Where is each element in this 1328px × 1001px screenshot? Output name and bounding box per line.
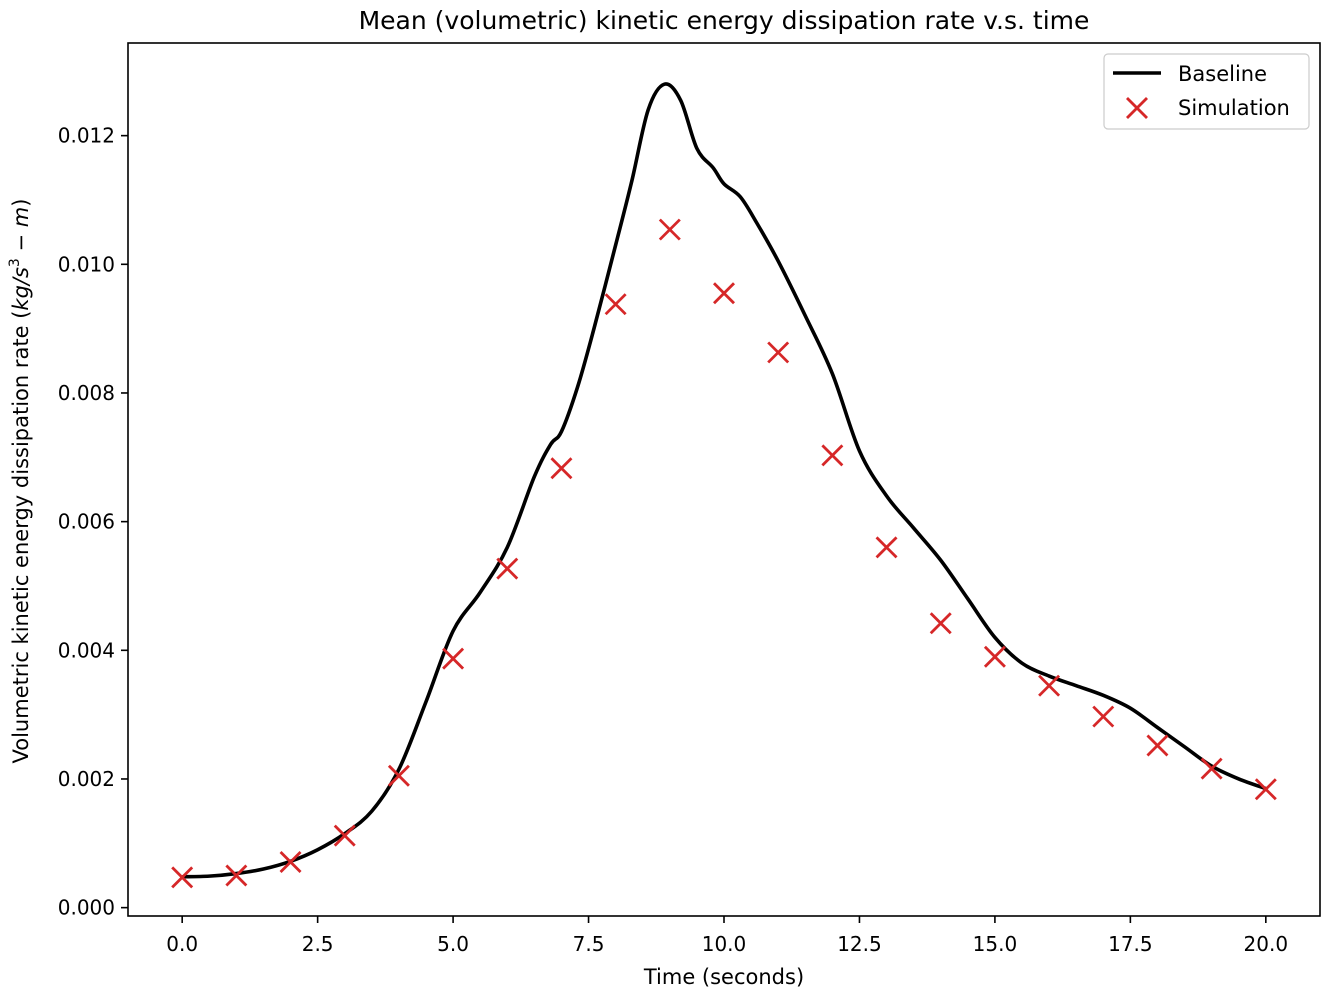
simulation-point xyxy=(387,764,410,787)
x-tick-label: 15.0 xyxy=(973,932,1018,956)
simulation-point xyxy=(279,850,302,873)
simulation-point xyxy=(821,444,844,467)
x-tick-label: 5.0 xyxy=(437,932,469,956)
simulation-point xyxy=(983,645,1006,668)
x-tick-label: 7.5 xyxy=(573,932,605,956)
legend-baseline-label: Baseline xyxy=(1178,62,1267,86)
simulation-point xyxy=(1146,734,1169,757)
x-tick-label: 10.0 xyxy=(702,932,747,956)
simulation-point xyxy=(171,866,194,889)
simulation-point xyxy=(1254,778,1277,801)
legend-simulation-label: Simulation xyxy=(1178,96,1290,120)
simulation-point xyxy=(333,824,356,847)
y-axis-label-close: ) xyxy=(9,199,33,207)
simulation-point xyxy=(1038,674,1061,697)
y-axis-label-unit-slash: / xyxy=(9,276,33,287)
chart-title: Mean (volumetric) kinetic energy dissipa… xyxy=(359,6,1090,35)
x-tick-label: 17.5 xyxy=(1108,932,1153,956)
y-tick-label: 0.012 xyxy=(58,124,115,148)
series-layer xyxy=(171,82,1277,889)
y-axis-label-unit-minus: − xyxy=(9,227,33,258)
y-axis-label: Volumetric kinetic energy dissipation ra… xyxy=(7,199,33,764)
simulation-point xyxy=(767,341,790,364)
legend: Baseline Simulation xyxy=(1103,53,1310,130)
y-tick-label: 0.006 xyxy=(58,510,115,534)
simulation-point xyxy=(442,647,465,670)
simulation-point xyxy=(658,218,681,241)
x-tick-label: 2.5 xyxy=(302,932,334,956)
simulation-point xyxy=(875,536,898,559)
y-tick-label: 0.008 xyxy=(58,381,115,405)
y-axis-label-unit-kg: kg xyxy=(9,285,33,311)
y-tick-label: 0.010 xyxy=(58,252,115,276)
x-axis-label: Time (seconds) xyxy=(643,965,804,989)
plot-frame xyxy=(127,42,1321,917)
baseline-line xyxy=(182,82,1267,879)
simulation-point xyxy=(550,457,573,480)
x-tick-label: 12.5 xyxy=(837,932,882,956)
y-tick-label: 0.004 xyxy=(58,638,115,662)
y-axis-label-unit-s: s xyxy=(9,267,33,278)
legend-simulation-swatch xyxy=(1126,97,1148,119)
y-tick-label: 0.002 xyxy=(58,767,115,791)
x-axis-ticks: 0.0 2.5 5.0 7.5 10.0 12.5 15.0 17.5 20.0 xyxy=(166,916,1288,956)
x-tick-label: 0.0 xyxy=(166,932,198,956)
simulation-point xyxy=(929,612,952,635)
y-axis-ticks: 0.000 0.002 0.004 0.006 0.008 0.010 0.012 xyxy=(58,124,128,920)
y-axis-label-unit-m: m xyxy=(9,207,33,227)
y-axis-label-main: Volumetric kinetic energy dissipation ra… xyxy=(9,311,33,764)
simulation-point xyxy=(713,282,735,305)
y-tick-label: 0.000 xyxy=(58,896,115,920)
x-tick-label: 20.0 xyxy=(1244,932,1289,956)
y-axis-label-unit-exp: 3 xyxy=(7,258,23,267)
simulation-point xyxy=(1200,757,1223,780)
simulation-point xyxy=(1092,705,1115,728)
simulation-point xyxy=(496,557,519,580)
simulation-point xyxy=(604,293,627,316)
simulation-point xyxy=(225,864,248,887)
